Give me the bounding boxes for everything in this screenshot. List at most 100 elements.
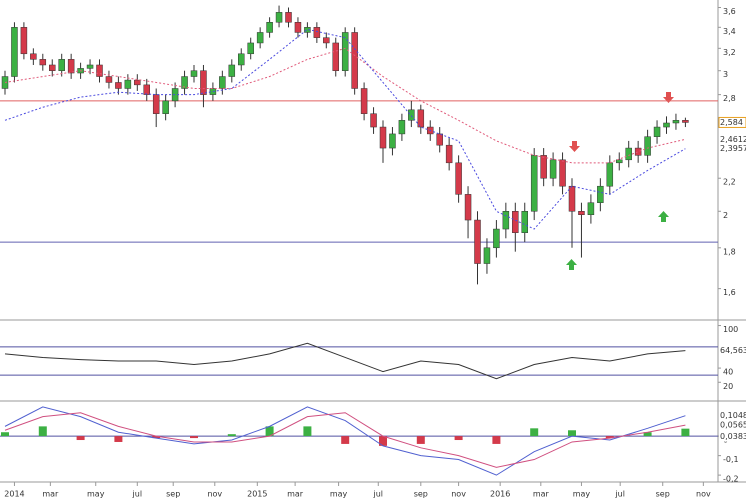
sell-arrow xyxy=(663,92,674,103)
y-tick-label: 2 xyxy=(723,211,728,220)
candle-body xyxy=(597,185,604,203)
candle-body xyxy=(464,194,472,221)
candle-body xyxy=(493,228,500,249)
candle-body xyxy=(549,159,557,179)
candle-body xyxy=(502,211,510,230)
candle-body xyxy=(389,133,396,149)
candle-body xyxy=(247,42,254,55)
histogram-bar xyxy=(227,434,236,437)
candle-body xyxy=(115,82,122,89)
candle-body xyxy=(256,32,264,44)
x-tick-label: sep xyxy=(166,490,180,499)
candle-body xyxy=(294,22,302,33)
histogram-bar xyxy=(76,436,85,441)
value-label-box xyxy=(718,116,746,128)
candle-body xyxy=(625,147,632,161)
x-tick-label: jul xyxy=(614,490,625,499)
value-label-box xyxy=(719,410,746,421)
histogram-bar xyxy=(416,436,425,444)
candle-body xyxy=(96,64,103,77)
candle-body xyxy=(152,94,160,114)
y-tick-label: 100 xyxy=(723,325,738,334)
value-label-box xyxy=(719,143,746,154)
candle-body xyxy=(67,59,75,74)
candle-body xyxy=(332,42,339,71)
macd-panel xyxy=(0,406,718,476)
candle-body xyxy=(521,211,528,233)
candle-body xyxy=(39,59,47,66)
x-tick-label: nov xyxy=(696,490,711,499)
candle-body xyxy=(474,219,481,264)
series-line xyxy=(4,342,686,380)
candle-body xyxy=(568,185,576,212)
candle-body xyxy=(30,53,37,60)
y-tick-label: -0,2 xyxy=(723,475,739,484)
candle-body xyxy=(540,155,547,179)
candle-body xyxy=(644,136,651,156)
x-tick-label: mar xyxy=(42,490,59,499)
candle-body xyxy=(162,100,169,114)
candle-body xyxy=(20,27,28,55)
histogram-bar xyxy=(454,436,463,441)
value-label-box xyxy=(719,420,746,431)
candle-body xyxy=(370,113,377,128)
x-tick-label: sep xyxy=(656,490,670,499)
candle-body xyxy=(606,162,614,187)
candle-body xyxy=(200,70,207,95)
candle-body xyxy=(190,70,198,77)
candle-body xyxy=(417,109,425,128)
buy-arrow xyxy=(566,259,577,270)
y-tick-label: 1,6 xyxy=(723,288,736,297)
x-tick-label: sep xyxy=(414,490,428,499)
y-tick-label: 3,2 xyxy=(723,48,736,57)
value-label-box xyxy=(719,431,746,442)
histogram-bar xyxy=(303,426,312,437)
candle-body xyxy=(228,64,236,77)
x-tick-label: 2015 xyxy=(247,490,267,499)
histogram-bar xyxy=(265,426,274,437)
candle-body xyxy=(351,32,358,89)
candle-body xyxy=(682,120,689,123)
candle-body xyxy=(445,144,453,164)
candle-body xyxy=(672,120,680,124)
histogram-bar xyxy=(152,436,161,439)
candle-body xyxy=(379,126,387,149)
x-tick-label: jul xyxy=(373,490,384,499)
y-tick-label: 40 xyxy=(723,368,733,377)
candle-body xyxy=(408,109,415,121)
value-label: 0,0565 xyxy=(720,421,746,430)
histogram-bar xyxy=(492,436,501,444)
candle-body xyxy=(616,159,623,164)
candle-body xyxy=(238,53,245,66)
x-tick-label: 2016 xyxy=(490,490,510,499)
sell-arrow xyxy=(569,141,580,152)
series-line xyxy=(4,406,686,476)
candle-body xyxy=(578,211,585,216)
candle-body xyxy=(398,120,406,135)
value-label: 2,584 xyxy=(720,118,743,127)
histogram-bar xyxy=(681,428,690,437)
labels: 1,6 1,8 2 2,2 2,8 3 3,2 3,4 3,6 2,584 2,46122,3957… xyxy=(4,7,746,499)
candle-body xyxy=(436,133,443,146)
candle-body xyxy=(11,27,18,77)
histogram-bar xyxy=(38,426,47,437)
x-tick-label: mar xyxy=(287,490,304,499)
histogram-bar xyxy=(605,436,614,439)
candle-body xyxy=(559,159,566,187)
y-tick-label: 3,4 xyxy=(723,27,736,36)
candle-body xyxy=(266,22,273,33)
series-line xyxy=(4,412,686,468)
value-label: 2,4612 xyxy=(720,135,746,144)
candle-body xyxy=(341,32,349,71)
value-label: 2,3957 xyxy=(720,144,746,153)
histogram-bar xyxy=(530,428,539,437)
candle-body xyxy=(530,155,538,212)
candle-body xyxy=(360,88,368,114)
y-tick-label: 20 xyxy=(723,382,733,391)
series-line xyxy=(4,47,686,164)
candle-body xyxy=(219,76,226,89)
series-line xyxy=(4,28,686,230)
y-tick-label: -0,1 xyxy=(723,455,739,464)
y-tick-label: 3 xyxy=(723,70,728,79)
value-label-box xyxy=(719,134,746,145)
